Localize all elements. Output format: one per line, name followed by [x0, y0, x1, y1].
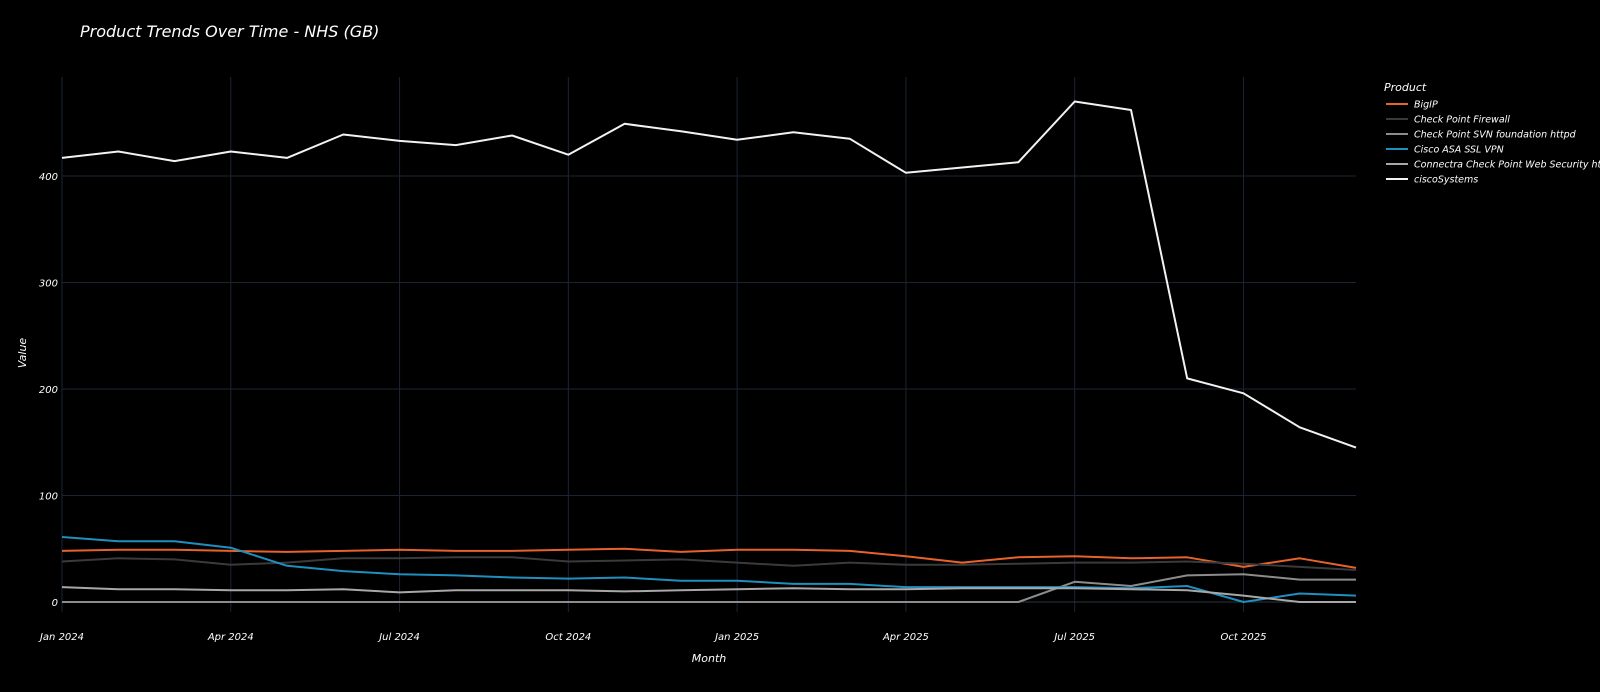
series-line-connectra-check-point-web-security-httpd[interactable] — [61, 586, 1356, 603]
series-line-ciscosystems[interactable] — [61, 100, 1357, 449]
legend-item[interactable]: Connectra Check Point Web Security httpd — [1386, 160, 1600, 171]
y-tick-label: 300 — [39, 279, 58, 290]
x-tick-label: Jan 2025 — [713, 632, 759, 643]
series-lines — [61, 100, 1357, 603]
grid-lines — [61, 77, 1356, 612]
y-tick-label: 100 — [39, 492, 58, 503]
x-axis-ticks: Jan 2024 Apr 2024 Jul 2024 Oct 2024 Jan 2025… — [38, 632, 1266, 643]
series-line-bigip[interactable] — [61, 547, 1357, 569]
series-line-cisco-asa-ssl-vpn[interactable] — [61, 536, 1357, 603]
x-tick-label: Oct 2024 — [545, 632, 591, 643]
legend-item[interactable]: ciscoSystems — [1386, 175, 1478, 186]
legend-label: ciscoSystems — [1414, 175, 1478, 186]
x-tick-label: Jan 2024 — [38, 632, 84, 643]
legend-item[interactable]: BigIP — [1386, 100, 1438, 111]
legend-item[interactable]: Check Point Firewall — [1386, 115, 1510, 126]
x-tick-label: Jul 2025 — [1052, 632, 1095, 643]
x-tick-label: Apr 2025 — [882, 632, 929, 643]
legend-label: Cisco ASA SSL VPN — [1414, 145, 1504, 156]
legend: Product BigIP Check Point Firewall Check P… — [1384, 81, 1600, 186]
legend-title: Product — [1384, 81, 1427, 94]
chart-title: Product Trends Over Time - NHS (GB) — [80, 22, 380, 41]
y-axis-ticks: 0 100 200 300 400 — [39, 172, 58, 609]
x-tick-label: Apr 2024 — [207, 632, 254, 643]
x-tick-label: Oct 2025 — [1221, 632, 1267, 643]
x-axis-title: Month — [692, 652, 727, 665]
legend-label: Connectra Check Point Web Security httpd — [1414, 160, 1600, 171]
legend-label: Check Point SVN foundation httpd — [1414, 130, 1577, 141]
legend-label: BigIP — [1414, 100, 1438, 111]
legend-item[interactable]: Check Point SVN foundation httpd — [1386, 130, 1577, 141]
series-line-check-point-svn-foundation-httpd[interactable] — [62, 573, 1356, 603]
y-tick-label: 200 — [39, 385, 58, 396]
legend-item[interactable]: Cisco ASA SSL VPN — [1386, 145, 1504, 156]
x-tick-label: Jul 2024 — [377, 632, 420, 643]
legend-label: Check Point Firewall — [1414, 115, 1510, 126]
y-tick-label: 0 — [52, 598, 58, 609]
y-tick-label: 400 — [39, 172, 58, 183]
y-axis-title: Value — [16, 338, 29, 369]
series-line-check-point-firewall[interactable] — [61, 556, 1357, 571]
